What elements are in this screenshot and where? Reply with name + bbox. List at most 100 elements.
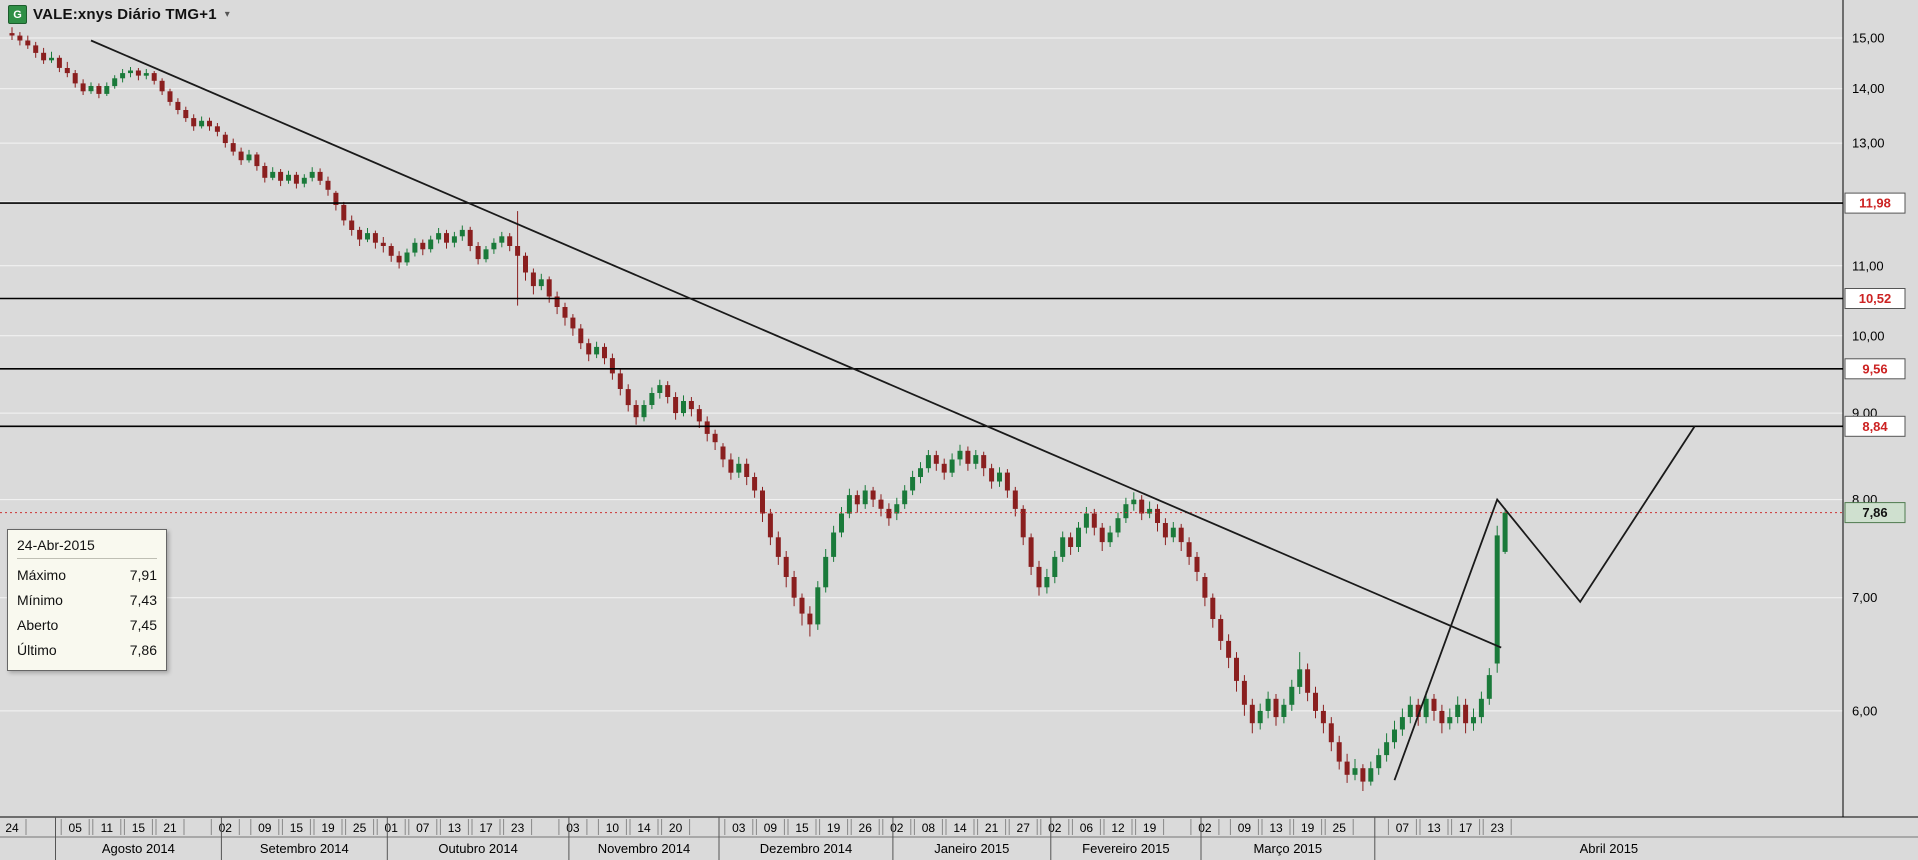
x-axis-day-label: 02 [890, 821, 904, 835]
tooltip-row-high: Máximo 7,91 [17, 563, 157, 588]
candle-body [1020, 508, 1026, 538]
candle-body [1147, 508, 1153, 514]
candle-body [515, 246, 521, 256]
dropdown-caret-icon[interactable]: ▾ [224, 9, 230, 20]
y-axis-label: 10,00 [1852, 328, 1885, 343]
candle-body [910, 477, 916, 491]
candle-body [349, 220, 355, 230]
candle-body [1178, 527, 1184, 543]
candle-body [1407, 704, 1413, 717]
x-axis-day-label: 19 [1301, 821, 1315, 835]
candle-body [80, 83, 86, 92]
candle-body [523, 255, 528, 273]
symbol-selector[interactable]: G VALE:xnys Diário TMG+1 ▾ [8, 5, 230, 24]
candle-body [483, 249, 489, 260]
x-axis-day-label: 01 [385, 821, 399, 835]
candle-body [1068, 537, 1074, 547]
candle-body [886, 508, 892, 519]
candle-body [507, 236, 513, 246]
price-level-label: 11,98 [1859, 196, 1891, 211]
x-axis-day-label: 09 [1238, 821, 1252, 835]
candle-body [49, 57, 54, 61]
candle-body [1028, 537, 1034, 567]
candle-body [1083, 513, 1089, 528]
x-axis-month-label: Abril 2015 [1580, 841, 1639, 856]
x-axis-month-label: Janeiro 2015 [934, 841, 1009, 856]
x-axis-day-label: 15 [795, 821, 809, 835]
price-level-label-box [1844, 192, 1906, 214]
x-axis-day-label: 02 [1198, 821, 1212, 835]
candle-body [681, 401, 686, 414]
candle-body [1115, 518, 1121, 533]
candle-body [1313, 692, 1318, 711]
candle-body [420, 242, 426, 250]
candle-body [1044, 577, 1050, 588]
candle-body [444, 233, 449, 243]
last-price-label-box [1844, 502, 1906, 524]
candle-body [1249, 704, 1255, 724]
x-axis-day-label: 06 [1080, 821, 1094, 835]
candle-body [1494, 535, 1500, 664]
candle-body [1091, 513, 1097, 528]
candle-body [1060, 537, 1066, 557]
candle-body [633, 405, 639, 418]
candle-body [1344, 761, 1350, 775]
candle-body [736, 463, 742, 473]
price-level-label: 8,84 [1862, 419, 1888, 434]
tooltip-label: Último [17, 642, 57, 658]
candle-body [301, 177, 307, 184]
candle-body [143, 73, 149, 76]
tooltip-value: 7,45 [129, 617, 157, 633]
x-axis-day-label: 19 [827, 821, 841, 835]
candle-body [688, 401, 694, 410]
candle-body [918, 468, 923, 477]
x-axis-day-label: 19 [1143, 821, 1157, 835]
candle-body [1455, 704, 1461, 717]
candle-body [286, 174, 291, 181]
candle-body [925, 455, 931, 469]
x-axis-day-label: 21 [163, 821, 177, 835]
price-level-label-box [1844, 415, 1906, 437]
candle-body [1502, 512, 1508, 552]
candle-body [1376, 755, 1382, 769]
x-axis-day-label: 12 [1111, 821, 1125, 835]
candle-body [436, 233, 442, 240]
candle-body [949, 459, 955, 473]
candle-body [404, 252, 410, 263]
candle-body [807, 613, 813, 625]
candle-body [673, 397, 679, 414]
candle-body [609, 358, 615, 374]
candle-body [135, 70, 141, 76]
trendline[interactable] [90, 39, 1502, 649]
candle-body [602, 346, 607, 359]
candle-body [246, 154, 252, 161]
x-axis-day-label: 03 [566, 821, 580, 835]
candle-body [1131, 499, 1137, 505]
x-axis-day-label: 07 [1396, 821, 1410, 835]
candle-body [1099, 527, 1105, 543]
candle-body [1234, 657, 1239, 681]
x-axis-day-label: 02 [1048, 821, 1062, 835]
x-axis-day-label: 14 [637, 821, 651, 835]
candle-body [183, 110, 189, 119]
candle-body [41, 52, 47, 61]
projection-zigzag[interactable] [1393, 425, 1696, 781]
candle-body [293, 174, 299, 184]
x-axis-day-label: 13 [1269, 821, 1283, 835]
candle-body [1486, 675, 1492, 699]
x-axis-day-label: 27 [1017, 821, 1031, 835]
candle-body [530, 272, 536, 287]
candle-body [72, 73, 78, 84]
candle-body [1384, 742, 1390, 756]
candle-body [704, 421, 710, 434]
price-axis[interactable] [1843, 0, 1918, 817]
x-axis-day-label: 11 [101, 821, 114, 835]
price-level-label: 10,52 [1859, 291, 1892, 306]
candle-body [594, 346, 600, 355]
price-level-label: 9,56 [1862, 361, 1887, 376]
candle-body [459, 229, 465, 237]
candle-body [775, 537, 781, 557]
x-axis-month-label: Agosto 2014 [102, 841, 175, 856]
